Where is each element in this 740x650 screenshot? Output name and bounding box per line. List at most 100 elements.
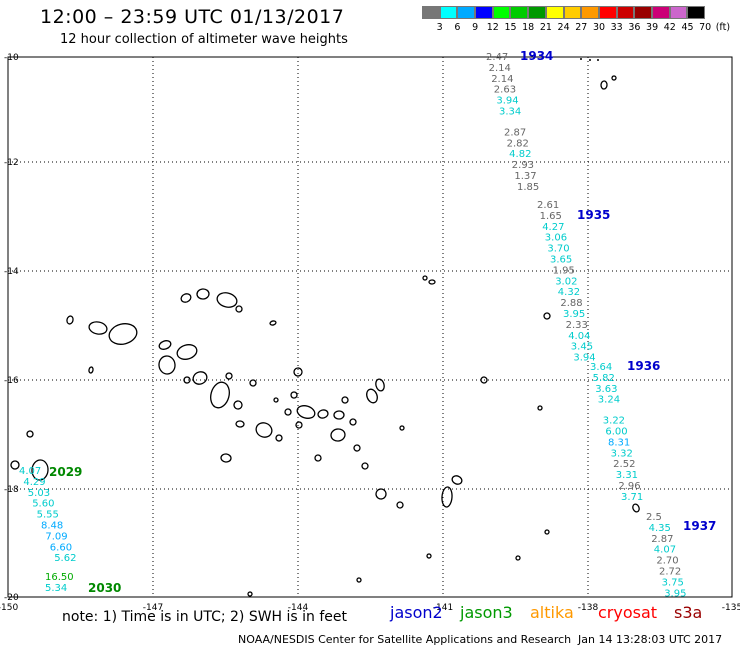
wave-height-value: 2.5 xyxy=(646,512,662,523)
wave-height-value: 2.88 xyxy=(560,298,582,309)
lat-label: -18 xyxy=(4,485,19,495)
color-scale-label: 36 xyxy=(628,22,641,33)
wave-height-value: 5.60 xyxy=(32,499,54,510)
color-swatch xyxy=(422,6,440,19)
wave-height-value: 6.00 xyxy=(605,427,627,438)
color-swatch xyxy=(510,6,529,19)
color-swatch xyxy=(475,6,493,19)
island-outline xyxy=(284,408,292,416)
color-scale-label: 21 xyxy=(539,22,552,33)
wave-height-value: 1.65 xyxy=(540,211,562,222)
wave-height-value: 3.65 xyxy=(550,255,572,266)
track-time-label: 1934 xyxy=(520,49,553,63)
wave-height-value: 3.94 xyxy=(496,96,518,107)
wave-height-value: 8.48 xyxy=(41,521,63,532)
wave-height-value: 3.71 xyxy=(621,492,643,503)
wave-height-value: 3.24 xyxy=(598,395,620,406)
color-scale-label: 39 xyxy=(646,22,659,33)
color-swatch xyxy=(687,6,705,19)
wave-height-value: 1.85 xyxy=(517,182,539,193)
color-swatch xyxy=(492,6,511,19)
island-outline xyxy=(10,460,20,470)
lon-label: -147 xyxy=(143,603,163,613)
lat-label: -14 xyxy=(4,267,19,277)
wave-height-value: 2.14 xyxy=(489,63,511,74)
island-outline xyxy=(349,418,357,426)
color-scale-label: 15 xyxy=(504,22,517,33)
color-scale xyxy=(422,6,705,19)
island-outline xyxy=(31,459,49,481)
wave-height-value: 3.94 xyxy=(573,353,595,364)
color-swatch xyxy=(634,6,652,19)
island-outline xyxy=(196,288,210,300)
island-outline xyxy=(396,501,404,509)
wave-height-value: 3.06 xyxy=(545,233,567,244)
legend-s3a: s3a xyxy=(674,603,703,622)
note-text: note: 1) Time is in UTC; 2) SWH is in fe… xyxy=(62,609,348,625)
wave-height-value: 1.37 xyxy=(514,171,536,182)
color-swatch xyxy=(528,6,546,19)
lat-label: -10 xyxy=(4,53,19,63)
wave-height-value: 5.62 xyxy=(54,553,76,564)
wave-height-value: 2.93 xyxy=(512,160,534,171)
wave-height-value: 3.63 xyxy=(595,384,617,395)
wave-height-value: 3.70 xyxy=(547,244,569,255)
island-outline xyxy=(158,355,176,375)
color-swatch xyxy=(616,6,635,19)
island-outline xyxy=(537,405,543,411)
wave-height-value: 3.32 xyxy=(611,448,633,459)
wave-height-value: 3.64 xyxy=(590,362,612,373)
wave-height-value: 16.50 xyxy=(45,572,74,583)
wave-height-value: 3.31 xyxy=(616,470,638,481)
color-swatch xyxy=(545,6,564,19)
wave-height-value: 3.02 xyxy=(555,276,577,287)
island-dot xyxy=(597,59,599,61)
island-outline xyxy=(26,430,34,438)
island-outline xyxy=(295,421,303,429)
legend-jason2: jason2 xyxy=(390,603,443,622)
color-swatch xyxy=(563,6,582,19)
island-outline xyxy=(515,555,521,561)
color-scale-label: 45 xyxy=(681,22,694,33)
wave-height-value: 4.29 xyxy=(23,477,45,488)
wave-height-value: 4.32 xyxy=(558,287,580,298)
island-outline xyxy=(428,279,436,285)
wave-height-value: 4.07 xyxy=(19,466,41,477)
island-outline xyxy=(543,312,551,320)
track-time-label: 1937 xyxy=(683,519,716,533)
map-title: 12:00 – 23:59 UTC 01/13/2017 xyxy=(40,6,345,28)
map-frame xyxy=(7,56,733,598)
island-outline xyxy=(235,420,245,428)
color-scale-label: 42 xyxy=(663,22,676,33)
wave-height-value: 5.55 xyxy=(37,510,59,521)
island-outline xyxy=(249,379,257,387)
wave-height-value: 3.45 xyxy=(571,342,593,353)
island-outline xyxy=(210,381,230,409)
wave-height-value: 3.95 xyxy=(664,588,686,599)
island-outline xyxy=(330,428,346,442)
island-outline xyxy=(356,577,362,583)
island-outline xyxy=(180,293,192,303)
wave-height-value: 4.35 xyxy=(649,523,671,534)
lat-label: -20 xyxy=(4,593,19,603)
island-outline xyxy=(273,397,279,403)
island-outline xyxy=(375,378,385,392)
color-scale-label: 6 xyxy=(454,22,461,33)
color-swatch xyxy=(598,6,617,19)
footer-credit: NOAA/NESDIS Center for Satellite Applica… xyxy=(238,633,572,646)
track-time-label: 1936 xyxy=(627,359,660,373)
color-swatch xyxy=(439,6,458,19)
island-outline xyxy=(255,422,273,438)
island-outline xyxy=(66,315,74,325)
color-swatch xyxy=(669,6,688,19)
wave-height-value: 3.34 xyxy=(499,107,521,118)
island-outline xyxy=(314,454,322,462)
island-outline xyxy=(192,371,208,385)
wave-height-value: 2.63 xyxy=(494,85,516,96)
island-outline xyxy=(333,410,345,420)
island-outline xyxy=(422,275,428,281)
color-swatch xyxy=(457,6,476,19)
wave-height-value: 2.47 xyxy=(486,52,508,63)
lat-label: -16 xyxy=(4,376,19,386)
